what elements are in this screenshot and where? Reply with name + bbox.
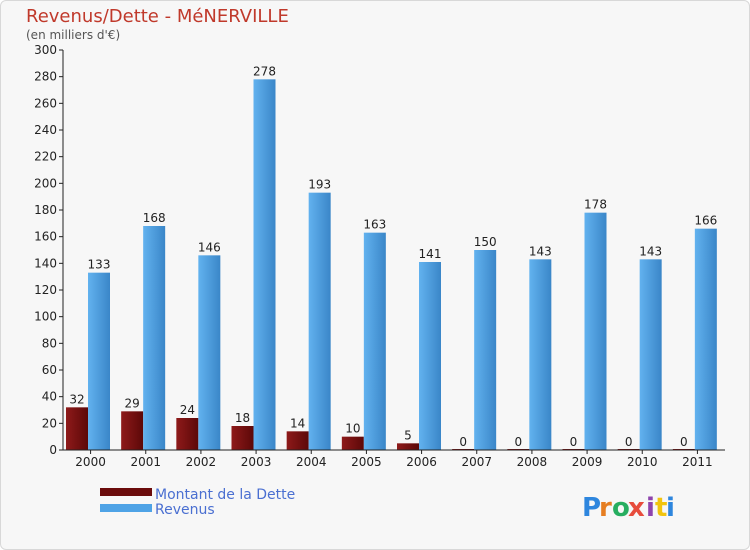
chart-title: Revenus/Dette - MéNERVILLE: [26, 6, 289, 27]
data-label-dette: 0: [680, 435, 688, 449]
x-tick-label: 2010: [627, 455, 658, 469]
logo-letter: t: [655, 493, 667, 523]
data-label-dette: 10: [345, 422, 360, 436]
bar-dette: [397, 443, 419, 450]
x-tick-label: 2007: [461, 455, 492, 469]
bar-revenus: [363, 232, 386, 450]
legend: Montant de la Dette Revenus: [100, 487, 295, 518]
data-label-dette: 24: [180, 403, 195, 417]
logo-letter: o: [612, 493, 630, 523]
data-label-revenus: 146: [198, 240, 221, 254]
legend-swatch-revenus: [100, 504, 152, 512]
bar-dette: [341, 436, 364, 450]
y-tick-label: 180: [34, 203, 57, 217]
y-tick-label: 0: [49, 443, 57, 457]
x-tick-label: 2005: [351, 455, 382, 469]
bar-revenus: [639, 259, 662, 450]
bar-revenus: [419, 262, 441, 450]
y-tick-label: 40: [42, 390, 57, 404]
y-tick-label: 20: [42, 416, 57, 430]
data-label-revenus: 143: [529, 244, 552, 258]
logo-letter: r: [599, 493, 612, 523]
y-tick-label: 220: [34, 150, 57, 164]
data-label-revenus: 168: [143, 211, 166, 225]
bar-revenus: [529, 259, 552, 450]
data-label-revenus: 193: [308, 178, 331, 192]
x-tick-label: 2002: [186, 455, 217, 469]
data-label-dette: 14: [290, 416, 305, 430]
y-tick-label: 260: [34, 96, 57, 110]
bar-revenus: [584, 212, 607, 450]
x-tick-label: 2000: [75, 455, 106, 469]
proxiti-logo: Pr ox i ti: [582, 493, 675, 523]
data-label-revenus: 163: [363, 218, 386, 232]
logo-letter: i: [646, 493, 655, 523]
bar-revenus: [694, 228, 717, 450]
y-tick-label: 160: [34, 230, 57, 244]
data-label-revenus: 150: [474, 235, 497, 249]
data-label-revenus: 178: [584, 198, 607, 212]
y-tick-label: 80: [42, 336, 57, 350]
data-label-dette: 0: [515, 435, 523, 449]
chart-subtitle: (en milliers d'€): [26, 28, 120, 42]
bar-revenus: [198, 255, 221, 450]
x-tick-label: 2001: [130, 455, 161, 469]
y-tick-label: 300: [34, 43, 57, 57]
y-tick-label: 240: [34, 123, 57, 137]
bar-revenus: [253, 79, 276, 450]
x-tick-label: 2006: [406, 455, 437, 469]
data-label-revenus: 133: [88, 258, 111, 272]
x-tick-label: 2003: [241, 455, 272, 469]
data-label-revenus: 141: [419, 247, 442, 261]
bars-group: 32 133 29 168 24 146 18 278 14 193 10 163 5 141 0 150 0 1…: [66, 64, 717, 450]
x-tick-label: 2011: [682, 455, 713, 469]
y-tick-label: 60: [42, 363, 57, 377]
y-tick-label: 200: [34, 176, 57, 190]
y-axis: 0 20 40 60 80 100 120 140 160 180 200 220 240 260 280 3…: [34, 43, 64, 457]
y-tick-label: 120: [34, 283, 57, 297]
x-tick-label: 2008: [517, 455, 548, 469]
bar-dette: [286, 431, 309, 450]
legend-swatch-debt: [100, 488, 152, 496]
bar-dette: [66, 407, 88, 450]
data-label-revenus: 166: [694, 214, 717, 228]
bar-revenus: [308, 192, 331, 450]
logo-letter: i: [666, 493, 675, 523]
bar-dette: [121, 411, 144, 450]
logo-letter: x: [628, 493, 645, 523]
data-label-dette: 0: [570, 435, 578, 449]
x-tick-label: 2004: [296, 455, 327, 469]
y-tick-label: 140: [34, 256, 57, 270]
data-label-dette: 29: [125, 396, 140, 410]
data-label-revenus: 143: [639, 244, 662, 258]
bar-revenus: [474, 250, 497, 450]
data-label-dette: 0: [459, 435, 467, 449]
data-label-dette: 5: [404, 428, 412, 442]
data-label-revenus: 278: [253, 64, 276, 78]
x-axis: 2000 2001 2002 2003 2004 2005 2006 2007 2008 2009…: [63, 449, 725, 469]
data-label-dette: 18: [235, 411, 250, 425]
y-tick-label: 100: [34, 310, 57, 324]
legend-label-debt: Montant de la Dette: [155, 487, 295, 503]
legend-label-revenus: Revenus: [155, 502, 215, 518]
bar-dette: [176, 418, 199, 450]
logo-letter: P: [582, 493, 601, 523]
y-tick-label: 280: [34, 70, 57, 84]
bar-revenus: [143, 226, 166, 450]
x-tick-label: 2009: [572, 455, 603, 469]
data-label-dette: 32: [69, 392, 84, 406]
bar-revenus: [88, 272, 110, 450]
bar-dette: [231, 426, 254, 450]
data-label-dette: 0: [625, 435, 633, 449]
